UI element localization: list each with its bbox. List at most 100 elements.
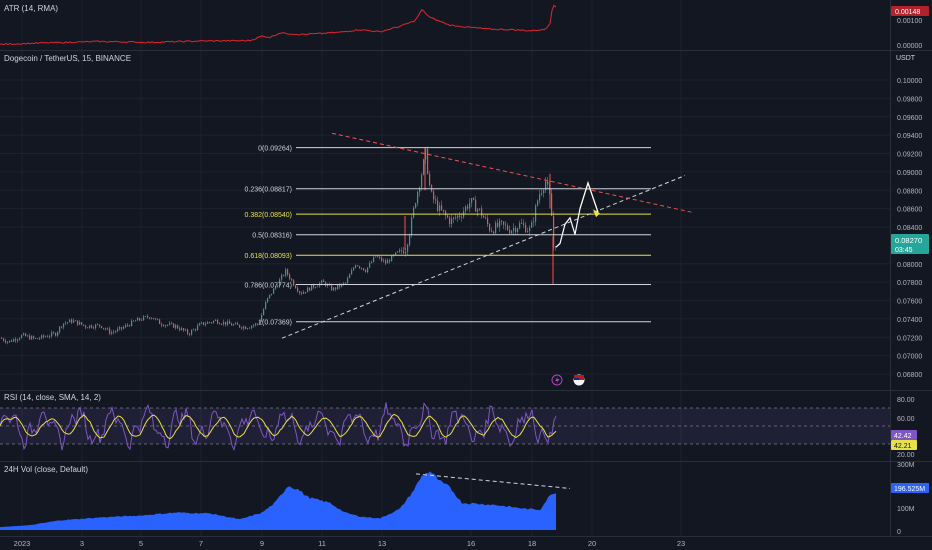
price-axis[interactable]: 0.10000 0.09800 0.09600 0.09400 0.09200 0.090… bbox=[897, 78, 922, 379]
candle bbox=[469, 198, 471, 213]
price-label: 0.09400 bbox=[897, 133, 922, 140]
candle bbox=[367, 267, 369, 274]
candle bbox=[483, 214, 485, 218]
fib-level-label: 0.236(0.08817) bbox=[245, 187, 292, 194]
candle bbox=[555, 245, 557, 251]
candle bbox=[333, 286, 335, 292]
candle bbox=[291, 278, 293, 282]
atr-pane[interactable]: ATR (14, RMA) 0.00100 0.00000 0.00148 bbox=[0, 4, 929, 50]
volume-trendline[interactable] bbox=[415, 473, 571, 489]
atr-value-text: 0.00148 bbox=[895, 9, 920, 16]
price-label: 0.08400 bbox=[897, 225, 922, 232]
candle bbox=[403, 247, 405, 255]
fib-retracement[interactable]: 0(0.09264) 0.236(0.08817) 0.382(0.08540) 0.… bbox=[245, 146, 651, 327]
trendline[interactable] bbox=[281, 175, 686, 339]
candle bbox=[3, 337, 5, 342]
fib-level-label: 1(0.07369) bbox=[258, 320, 292, 327]
candle bbox=[435, 195, 437, 204]
candle bbox=[485, 215, 487, 220]
candle bbox=[475, 195, 477, 212]
candle bbox=[389, 258, 391, 264]
price-label: 0.09200 bbox=[897, 152, 922, 159]
candle bbox=[261, 313, 263, 322]
trendline[interactable] bbox=[331, 132, 693, 213]
fib-level-label: 0(0.09264) bbox=[258, 146, 292, 153]
candle bbox=[397, 251, 399, 253]
candle bbox=[23, 332, 25, 336]
time-label: 3 bbox=[80, 539, 84, 548]
candle bbox=[519, 220, 521, 230]
candle bbox=[503, 221, 505, 230]
candle bbox=[491, 227, 493, 233]
price-label: 0.07800 bbox=[897, 280, 922, 287]
lightning-icon[interactable] bbox=[551, 374, 563, 386]
candle bbox=[487, 214, 489, 227]
time-label: 13 bbox=[378, 539, 386, 548]
candle bbox=[355, 264, 357, 269]
volume-pane[interactable]: 24H Vol (close, Default) 300M 100M 0 196… bbox=[0, 462, 929, 536]
candle bbox=[225, 321, 227, 327]
candle bbox=[63, 323, 65, 330]
candle bbox=[1, 336, 3, 339]
candle bbox=[151, 317, 153, 320]
time-axis[interactable]: 2023 3 5 7 9 11 13 16 18 20 23 bbox=[14, 539, 686, 548]
candle bbox=[335, 286, 337, 292]
candle bbox=[73, 318, 75, 324]
symbol-title: Dogecoin / TetherUS, 15, BINANCE bbox=[4, 54, 131, 63]
candle bbox=[179, 326, 181, 332]
candle bbox=[547, 176, 549, 189]
candle bbox=[15, 337, 17, 343]
candle bbox=[419, 186, 421, 197]
candle bbox=[109, 326, 111, 336]
candle bbox=[149, 317, 151, 320]
price-label: 0.07200 bbox=[897, 335, 922, 342]
candle bbox=[493, 230, 495, 235]
price-pane[interactable]: 0(0.09264) 0.236(0.08817) 0.382(0.08540) 0.… bbox=[1, 54, 929, 386]
candles bbox=[1, 146, 557, 345]
candle bbox=[489, 222, 491, 233]
rsi-levels bbox=[0, 407, 890, 445]
candle bbox=[429, 170, 431, 188]
candle bbox=[201, 321, 203, 325]
candle bbox=[295, 284, 297, 289]
candle bbox=[187, 328, 189, 336]
candle bbox=[221, 323, 223, 326]
candle bbox=[91, 324, 93, 329]
candle bbox=[205, 321, 207, 327]
price-unit: USDT bbox=[896, 55, 916, 62]
price-label: 0.07600 bbox=[897, 299, 922, 306]
candle bbox=[497, 219, 499, 229]
time-label: 18 bbox=[528, 539, 536, 548]
candle bbox=[365, 269, 367, 273]
projection-path[interactable] bbox=[555, 180, 599, 248]
candle bbox=[273, 288, 275, 294]
time-label: 9 bbox=[260, 539, 264, 548]
rsi-ma-value-badge bbox=[891, 440, 917, 450]
rsi-axis-label-60: 60.00 bbox=[897, 416, 915, 423]
volume-area bbox=[0, 471, 556, 530]
rsi-value-text: 42.42 bbox=[894, 433, 912, 440]
atr-axis-label-2: 0.00000 bbox=[897, 43, 922, 50]
candle bbox=[297, 285, 299, 293]
flag-icon[interactable] bbox=[573, 374, 585, 386]
candle bbox=[421, 172, 423, 191]
candle bbox=[349, 273, 351, 279]
price-label: 0.06800 bbox=[897, 372, 922, 379]
candle bbox=[465, 205, 467, 214]
candle bbox=[69, 319, 71, 323]
countdown-text: 03:45 bbox=[895, 247, 913, 254]
candle bbox=[189, 332, 191, 337]
rsi-pane[interactable]: RSI (14, close, SMA, 14, 2) 80.00 60.00 … bbox=[0, 393, 917, 459]
candle bbox=[271, 293, 273, 296]
candle bbox=[473, 197, 475, 201]
candle bbox=[71, 318, 73, 325]
candle bbox=[267, 297, 269, 304]
atr-value-badge bbox=[891, 6, 929, 16]
candle bbox=[125, 323, 127, 329]
candle bbox=[167, 324, 169, 327]
vol-axis-label-300m: 300M bbox=[897, 462, 915, 469]
candle bbox=[39, 336, 41, 341]
candle bbox=[21, 334, 23, 339]
